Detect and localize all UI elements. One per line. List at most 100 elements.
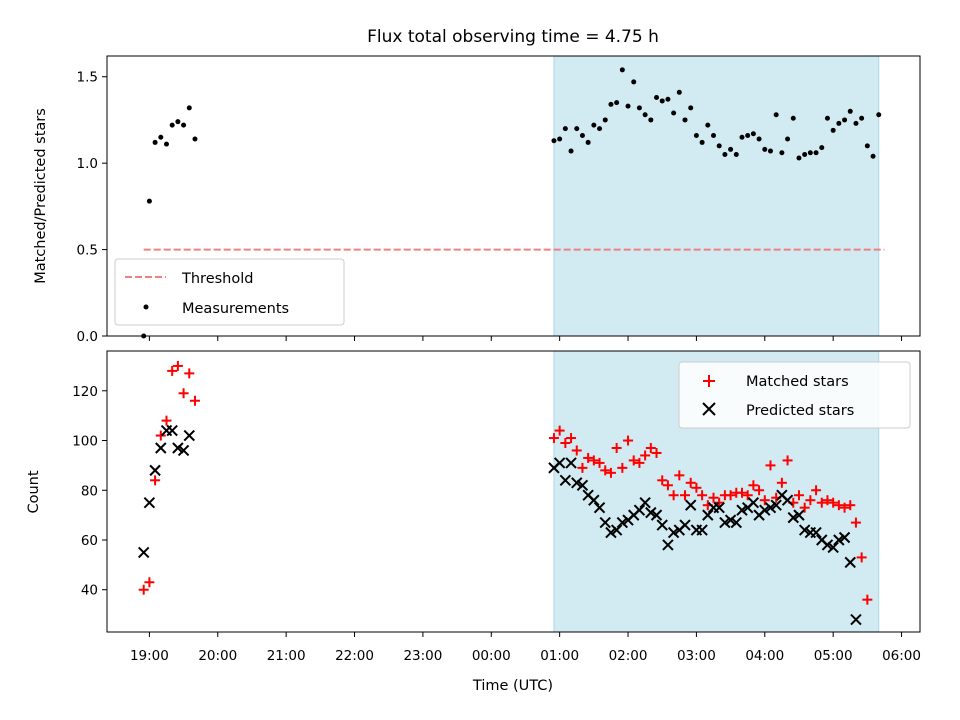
measurement-point — [699, 139, 705, 145]
measurements-legend-swatch — [143, 304, 149, 310]
measurement-point — [790, 115, 796, 121]
matched-star-point — [736, 487, 747, 498]
matched-star-point — [588, 455, 599, 466]
measurement-point — [767, 148, 773, 154]
predicted-star-point — [696, 524, 708, 536]
chart-title: Flux total observing time = 4.75 h — [367, 27, 659, 47]
matched-star-point — [184, 368, 195, 379]
predicted-star-point — [645, 506, 657, 519]
predicted-star-point — [713, 501, 725, 514]
matched-star-point — [793, 490, 804, 501]
matched-star-point — [833, 500, 844, 511]
measurement-point — [585, 139, 591, 145]
measurement-point — [557, 136, 563, 142]
measurement-point — [665, 96, 671, 102]
x-tick-label: 06:00 — [882, 648, 921, 664]
matched-star-point — [811, 485, 822, 496]
matched-star-point — [856, 552, 867, 563]
predicted-star-point — [553, 457, 566, 469]
predicted-star-point — [599, 516, 611, 529]
predicted-legend-swatch — [702, 402, 716, 416]
predicted-star-point — [724, 514, 737, 526]
matched-star-point — [765, 460, 776, 471]
measurement-point — [711, 133, 717, 139]
predicted-star-point — [702, 509, 714, 521]
predicted-star-point — [149, 464, 161, 477]
matched-star-point — [144, 577, 155, 588]
predicted-star-point — [781, 494, 794, 506]
top-y-axis-label: Matched/Predicted stars — [33, 108, 49, 284]
measurement-point — [186, 105, 192, 111]
measurement-point — [158, 134, 164, 140]
measurement-point — [864, 143, 870, 149]
measurement-point — [802, 152, 808, 158]
predicted-star-point — [685, 499, 697, 511]
matched-legend-swatch — [703, 375, 715, 387]
measurement-point — [574, 126, 580, 132]
measurement-point — [602, 117, 608, 123]
matched-star-point — [657, 475, 668, 486]
measurement-point — [175, 119, 181, 125]
matched-star-point — [742, 490, 753, 501]
predicted-star-point — [850, 613, 862, 626]
bottom-y-tick-label: 80 — [81, 483, 98, 499]
measurement-point — [597, 126, 603, 132]
bottom-y-tick-label: 120 — [72, 384, 98, 400]
matched-star-point — [680, 490, 691, 501]
matched-star-point — [714, 497, 725, 508]
matched-star-point — [839, 502, 850, 513]
measurement-point — [876, 112, 882, 118]
measurement-point — [859, 115, 865, 121]
matched-star-point — [822, 495, 833, 506]
predicted-star-point — [667, 526, 680, 539]
predicted-star-point — [833, 534, 845, 546]
top-legend-box — [114, 258, 345, 326]
matched-star-point — [845, 500, 856, 511]
matched-star-point — [645, 442, 656, 453]
measurement-point — [608, 101, 614, 107]
measurement-point — [796, 155, 802, 161]
predicted-star-point — [844, 556, 856, 569]
measurement-point — [739, 134, 745, 140]
predicted-star-point — [177, 444, 190, 457]
measurement-point — [146, 198, 152, 204]
measurement-point — [682, 117, 688, 123]
matched-star-point — [617, 462, 628, 473]
predicted-star-point — [798, 524, 811, 536]
x-tick-label: 23:00 — [403, 648, 442, 664]
predicted-star-point — [565, 457, 577, 469]
matched-star-point — [583, 452, 594, 463]
matched-legend-label: Matched stars — [746, 374, 849, 390]
measurement-point — [671, 110, 677, 116]
predicted-star-point — [639, 496, 651, 509]
top-y-tick-label: 1.0 — [77, 156, 98, 172]
matched-star-point — [560, 438, 571, 449]
predicted-star-point — [172, 442, 184, 454]
threshold-legend-label: Threshold — [181, 271, 253, 287]
matched-star-point — [776, 477, 787, 488]
measurement-point — [716, 143, 722, 149]
measurement-point — [568, 148, 574, 154]
predicted-star-point — [838, 531, 851, 544]
measurement-point — [750, 131, 756, 137]
predicted-star-point — [183, 429, 195, 442]
bottom-axis-ticks: 19:00 20:00 21:00 22:00 23:00 00:00 01:00 02:00… — [72, 384, 921, 664]
matched-star-point — [668, 490, 679, 501]
measurement-point — [728, 146, 734, 152]
x-tick-label: 20:00 — [198, 648, 237, 664]
top-y-tick-label: 0.5 — [77, 243, 98, 259]
matched-star-point — [828, 497, 839, 508]
matched-star-point — [725, 490, 736, 501]
matched-star-point — [594, 457, 605, 468]
matched-star-point — [566, 433, 577, 444]
measurement-point — [551, 138, 557, 144]
measurement-point — [785, 136, 791, 142]
top-axis-ticks: 0.0 0.5 1.0 1.5 — [77, 70, 903, 345]
x-tick-label: 01:00 — [540, 648, 579, 664]
matched-star-point — [799, 502, 810, 513]
matched-star-point — [611, 442, 622, 453]
matched-star-point — [571, 445, 582, 456]
bottom-y-tick-label: 60 — [81, 533, 98, 549]
measurement-point — [688, 105, 694, 111]
